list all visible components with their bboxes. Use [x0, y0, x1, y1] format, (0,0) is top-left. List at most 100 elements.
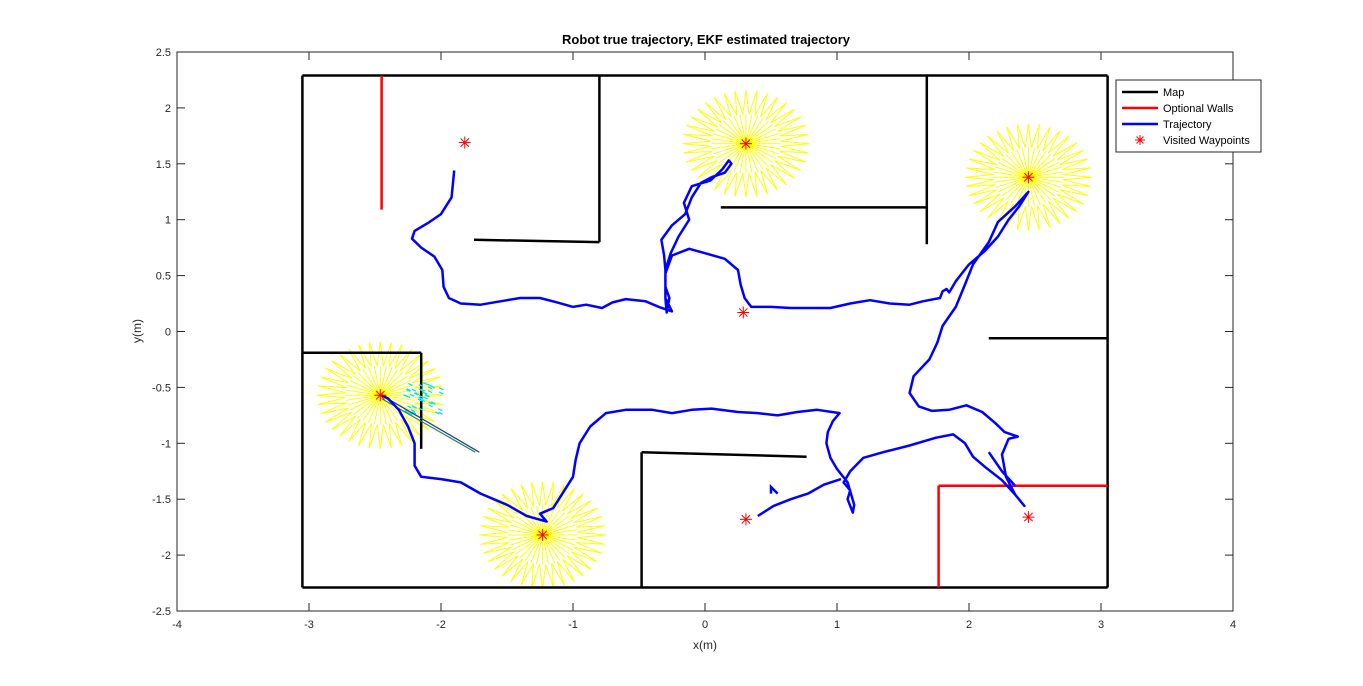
covariance-ray: [362, 369, 381, 396]
y-tick-label: 2.5: [156, 47, 171, 59]
covariance-ray: [1028, 176, 1062, 188]
covariance-star: [682, 89, 810, 198]
y-tick-label: -1.5: [152, 494, 171, 506]
covariance-ray: [353, 375, 381, 396]
covariance-ray: [542, 534, 561, 561]
covariance-ray: [1028, 171, 1063, 178]
x-tick-label: 0: [702, 619, 708, 631]
covariance-ray: [367, 367, 381, 396]
ekf-estimate-mark: [435, 411, 440, 415]
covariance-ray: [1010, 176, 1029, 204]
ekf-estimate-mark: [425, 393, 430, 397]
covariance-ray: [1027, 149, 1041, 178]
covariance-ray: [733, 115, 747, 144]
x-tick-label: -4: [172, 619, 182, 631]
covariance-ray: [542, 534, 550, 565]
covariance-ray: [542, 534, 578, 541]
covariance-ray: [711, 138, 746, 145]
ekf-estimate-mark: [409, 393, 415, 397]
y-tick-label: 1.5: [156, 159, 171, 171]
covariance-ray: [718, 143, 747, 164]
covariance-ray: [745, 143, 759, 172]
visited-waypoint-marker: [739, 513, 752, 526]
covariance-ray: [515, 534, 543, 555]
covariance-ray: [715, 143, 747, 159]
x-tick-label: 4: [1230, 619, 1236, 631]
ekf-estimate-mark: [411, 405, 417, 409]
covariance-ray: [353, 394, 381, 415]
ekf-estimate-mark: [403, 394, 408, 398]
covariance-ray: [542, 515, 570, 536]
covariance-ray: [1016, 177, 1029, 206]
covariance-ray: [530, 534, 544, 563]
legend-label: Visited Waypoints: [1163, 135, 1250, 147]
covariance-ray: [379, 375, 408, 396]
covariance-ray: [530, 507, 544, 536]
x-tick-label: -2: [436, 619, 446, 631]
covariance-ray: [745, 133, 779, 145]
covariance-star: [479, 481, 607, 589]
covariance-ray: [995, 176, 1029, 188]
legend: Map Optional Walls Trajectory Visited Waypo…: [1115, 79, 1262, 153]
covariance-ray: [997, 176, 1029, 193]
covariance-ray: [745, 143, 781, 150]
chart-title: Robot true trajectory, EKF estimated tra…: [562, 32, 851, 47]
covariance-ray: [711, 143, 746, 150]
y-tick-label: -2.5: [152, 606, 171, 618]
ekf-estimate-mark: [427, 386, 433, 390]
trajectory-line: [381, 159, 1030, 523]
ekf-estimate-mark: [428, 401, 433, 405]
covariance-ray: [715, 128, 747, 145]
covariance-ray: [524, 534, 544, 561]
covariance-ray: [1027, 177, 1035, 207]
ekf-estimate-mark: [438, 391, 444, 395]
ekf-estimate-mark: [417, 398, 423, 402]
legend-label: Map: [1163, 87, 1184, 99]
covariance-ray: [728, 117, 747, 144]
covariance-ray: [994, 171, 1029, 178]
covariance-ray: [733, 143, 747, 172]
covariance-ray: [542, 534, 570, 555]
y-tick-label: -2: [161, 550, 171, 562]
asterisk-stroke: [375, 390, 385, 400]
covariance-ray: [524, 509, 544, 536]
covariance-ray: [745, 143, 753, 173]
covariance-ray: [718, 124, 747, 145]
covariance-ray: [508, 529, 543, 536]
covariance-ray: [373, 366, 381, 396]
covariance-ray: [995, 166, 1029, 178]
visited-waypoint-marker: [374, 389, 387, 402]
covariance-ray: [362, 394, 381, 422]
x-tick-label: -3: [304, 619, 314, 631]
legend-swatch-asterisk: [1136, 136, 1144, 144]
covariance-ray: [380, 380, 411, 396]
covariance-ray: [542, 534, 574, 551]
covariance-ray: [509, 534, 543, 546]
visited-waypoint-marker: [739, 137, 752, 150]
covariance-ray: [508, 534, 543, 541]
covariance-ray: [542, 529, 578, 536]
covariance-star: [316, 341, 444, 449]
covariance-ray: [745, 128, 777, 145]
covariance-ray: [515, 515, 543, 536]
covariance-ray: [745, 143, 764, 170]
ekf-estimate-mark: [407, 405, 412, 409]
covariance-ray: [349, 394, 381, 411]
covariance-ray: [1028, 162, 1059, 178]
covariance-ray: [349, 380, 381, 396]
covariance-ray: [347, 394, 381, 406]
covariance-ray: [542, 534, 556, 563]
map-wall: [641, 450, 807, 458]
covariance-ray: [509, 524, 543, 536]
covariance-ray: [1028, 166, 1062, 178]
asterisk-stroke: [1023, 172, 1033, 182]
covariance-ray: [1028, 157, 1056, 178]
covariance-ray: [345, 389, 381, 396]
ekf-estimate-mark: [437, 408, 443, 412]
asterisk-stroke: [538, 530, 548, 540]
covariance-ray: [739, 114, 747, 144]
ekf-estimate-mark: [430, 385, 436, 389]
trajectory-stub: [769, 483, 779, 495]
map-wall: [473, 238, 600, 244]
covariance-ray: [379, 395, 393, 424]
